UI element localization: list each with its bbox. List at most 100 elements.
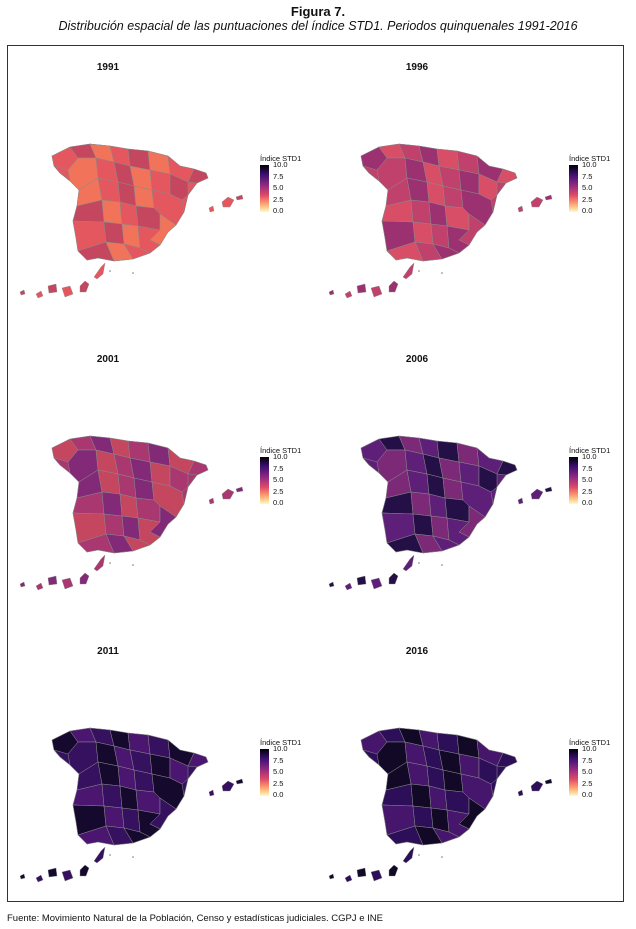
legend-tick-label: 10.0 [273,744,288,753]
island-region [93,554,106,572]
island-region [530,488,544,500]
island-region [517,789,524,797]
island-region [221,780,235,792]
legend-tick-label: 0.0 [582,498,593,507]
legend-title: Índice STD1 [569,446,611,455]
island-region [79,280,90,293]
legend-tick-label: 7.5 [273,755,284,765]
island-region [61,869,74,882]
province-region [169,465,189,493]
legend-tick-label: 10.0 [582,744,597,753]
color-legend: Índice STD1 10.0 7.5 5.0 2.5 0.0 [569,154,623,224]
island-region [235,486,244,493]
island-region [370,577,383,590]
island-region [388,864,399,877]
legend-tick-label: 5.0 [582,183,593,192]
province-region [496,168,518,184]
source-note: Fuente: Movimiento Natural de la Poblaci… [7,913,383,924]
legend-tick-label: 10.0 [273,452,288,461]
panel-year-label: 2011 [97,646,119,657]
province-region [187,168,209,184]
panel-year-label: 1996 [405,62,429,73]
island-region [344,874,353,883]
legend-tick-label: 2.5 [273,486,284,496]
map-panel-2016: 2016 Índice STD1 10.0 7.5 5.0 2.5 0.0 [317,630,623,922]
choropleth-map [19,435,244,591]
color-legend: Índice STD1 10.0 7.5 5.0 2.5 0.0 [260,154,314,224]
province-region [77,241,115,262]
island-region [208,789,215,797]
legend-color-bar [569,749,578,796]
figure-subtitle: Distribución espacial de las puntuacione… [58,19,578,33]
island-region [19,581,26,588]
island-region [47,867,58,878]
legend-tick-label: 2.5 [273,194,284,204]
island-region [344,290,353,299]
province-region [77,825,115,846]
enclave-marker [109,562,111,564]
enclave-marker [132,564,134,566]
island-region [79,572,90,585]
province-region [410,783,432,809]
island-region [47,575,58,586]
choropleth-map [328,143,553,299]
legend-color-bar [569,457,578,504]
color-legend: Índice STD1 10.0 7.5 5.0 2.5 0.0 [569,738,623,808]
island-region [35,290,44,299]
island-region [517,497,524,505]
province-region [77,533,115,554]
province-region [410,491,432,517]
legend-tick-label: 0.0 [273,790,284,799]
legend-tick-label: 10.0 [582,452,597,461]
enclave-marker [418,562,420,564]
island-region [208,205,215,213]
choropleth-map [19,727,244,883]
island-region [235,194,244,201]
enclave-marker [109,854,111,856]
island-region [19,289,26,296]
island-region [388,572,399,585]
island-region [402,846,415,864]
province-region [123,827,151,844]
legend-tick-label: 7.5 [582,755,593,765]
legend-title: Índice STD1 [260,446,302,455]
island-region [93,846,106,864]
island-region [402,262,415,280]
legend-tick-label: 5.0 [582,767,593,776]
island-region [47,283,58,294]
island-region [61,577,74,590]
province-region [432,827,460,844]
island-region [93,262,106,280]
legend-title: Índice STD1 [260,738,302,747]
island-region [530,196,544,208]
province-region [478,173,498,201]
island-region [517,205,524,213]
province-region [428,201,448,227]
legend-color-bar [260,457,269,504]
province-region [412,513,434,537]
province-region [119,785,139,811]
legend-tick-label: 0.0 [582,790,593,799]
panel-year-label: 2016 [405,646,429,657]
legend-tick-label: 10.0 [273,160,288,169]
legend-tick-label: 0.0 [273,206,284,215]
province-region [386,533,424,554]
legend-tick-label: 5.0 [582,475,593,484]
figure-title: Figura 7. [290,4,346,19]
island-region [356,867,367,878]
color-legend: Índice STD1 10.0 7.5 5.0 2.5 0.0 [569,446,623,516]
province-region [103,221,125,245]
enclave-marker [418,854,420,856]
province-region [428,493,448,519]
legend-tick-label: 7.5 [273,463,284,473]
legend-tick-label: 7.5 [582,171,593,181]
color-legend: Índice STD1 10.0 7.5 5.0 2.5 0.0 [260,446,314,516]
island-region [19,873,26,880]
province-region [496,752,518,768]
province-region [412,221,434,245]
legend-color-bar [260,749,269,796]
legend-color-bar [569,165,578,212]
island-region [328,289,335,296]
island-region [328,581,335,588]
province-region [496,460,518,476]
